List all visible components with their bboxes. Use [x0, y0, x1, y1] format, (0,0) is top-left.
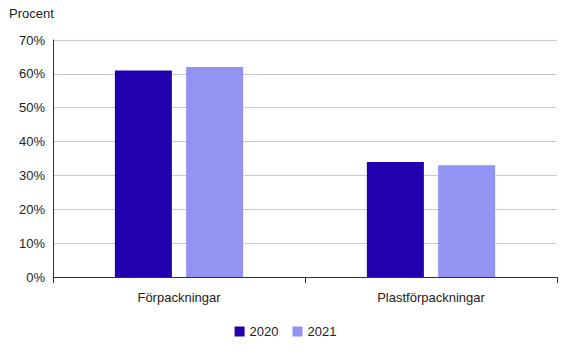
- svg-text:10%: 10%: [19, 236, 45, 251]
- svg-text:Förpackningar: Förpackningar: [137, 290, 221, 305]
- svg-text:2021: 2021: [308, 324, 337, 339]
- svg-text:Plastförpackningar: Plastförpackningar: [377, 290, 485, 305]
- svg-text:60%: 60%: [19, 66, 45, 81]
- svg-text:50%: 50%: [19, 100, 45, 115]
- svg-text:20%: 20%: [19, 202, 45, 217]
- svg-text:70%: 70%: [19, 33, 45, 48]
- svg-text:2020: 2020: [250, 324, 279, 339]
- svg-text:30%: 30%: [19, 168, 45, 183]
- svg-text:Procent: Procent: [9, 6, 54, 21]
- svg-text:40%: 40%: [19, 134, 45, 149]
- svg-text:0%: 0%: [26, 270, 45, 285]
